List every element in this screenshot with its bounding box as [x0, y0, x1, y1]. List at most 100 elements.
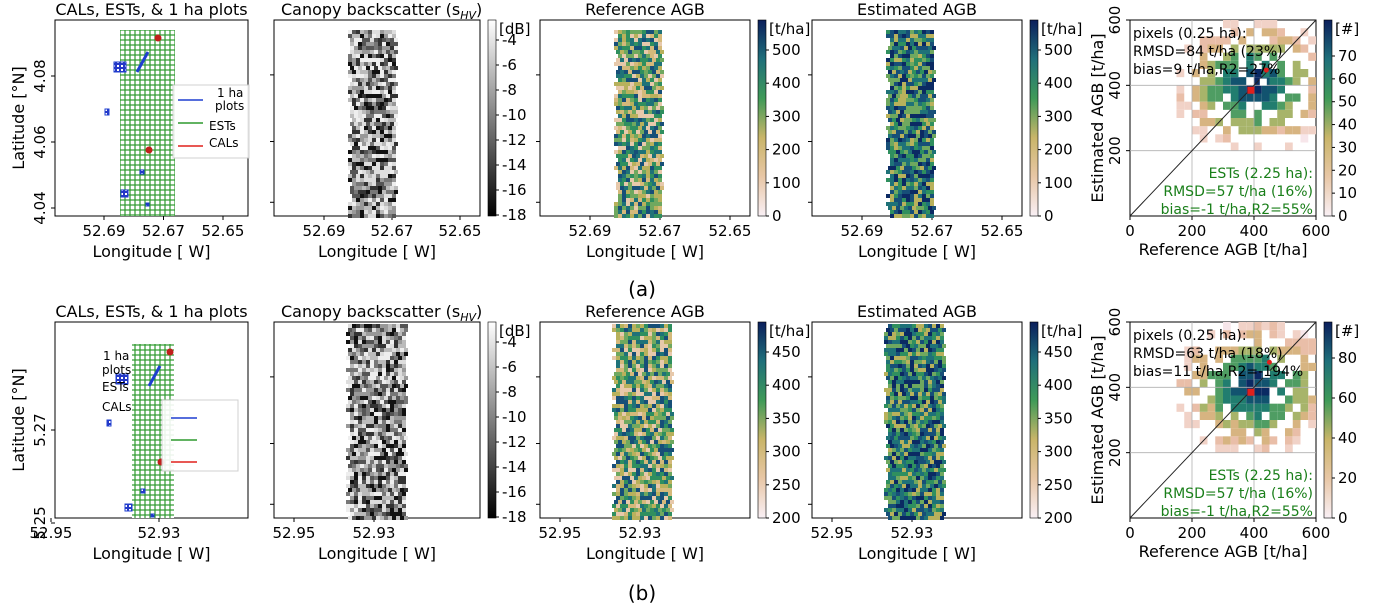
- pixel: [616, 186, 620, 190]
- pixel: [622, 146, 626, 150]
- pixel: [886, 356, 890, 360]
- pixel: [888, 94, 892, 98]
- pixel: [380, 86, 384, 90]
- pixel: [892, 448, 896, 452]
- pixel: [914, 468, 918, 472]
- pixel: [616, 364, 620, 368]
- pixel: [384, 464, 388, 468]
- pixel: [902, 50, 906, 54]
- pixel: [354, 190, 358, 194]
- pixel: [376, 384, 380, 388]
- pixel: [888, 324, 892, 328]
- pixel: [384, 166, 388, 170]
- pixel: [894, 480, 898, 484]
- pixel: [368, 202, 372, 206]
- pixel: [918, 50, 922, 54]
- pixel: [636, 110, 640, 114]
- pixel: [616, 436, 620, 440]
- pixel: [640, 352, 644, 356]
- pixel: [354, 372, 358, 376]
- pixel: [348, 400, 352, 404]
- pixel: [614, 42, 618, 46]
- pixel: [374, 472, 378, 476]
- pixel: [888, 348, 892, 352]
- pixel: [378, 408, 382, 412]
- hist-cell: [1292, 346, 1301, 355]
- pixel: [628, 420, 632, 424]
- pixel: [374, 42, 378, 46]
- pixel: [638, 66, 642, 70]
- hist-cell: [1254, 330, 1262, 339]
- pixel: [622, 134, 626, 138]
- hist-cell: [1254, 395, 1262, 404]
- pixel: [354, 114, 358, 118]
- pixel: [666, 440, 670, 444]
- pixel: [670, 428, 674, 432]
- pixel: [914, 142, 918, 146]
- pixel: [632, 400, 636, 404]
- pixel: [380, 194, 384, 198]
- pixel: [918, 74, 922, 78]
- pixel: [378, 190, 382, 194]
- pixel: [384, 400, 388, 404]
- pixel: [910, 86, 914, 90]
- pixel: [354, 332, 358, 336]
- pixel: [650, 178, 654, 182]
- pixel: [628, 392, 632, 396]
- pixel: [354, 340, 358, 344]
- hist-cell: [1308, 101, 1316, 110]
- pixel: [384, 376, 388, 380]
- pixel: [912, 134, 916, 138]
- pixel: [644, 50, 648, 54]
- pixel: [356, 182, 360, 186]
- pixel: [920, 452, 924, 456]
- colorbar-tick-label: -8: [502, 81, 517, 99]
- hist-cell: [1199, 109, 1208, 118]
- hist-cell: [1238, 428, 1247, 437]
- colorbar-tick-label: 40: [1338, 116, 1357, 134]
- pixel: [902, 86, 906, 90]
- pixel: [360, 90, 364, 94]
- pixel: [928, 384, 932, 388]
- pixel: [886, 400, 890, 404]
- hist-cell: [1223, 395, 1231, 404]
- pixel: [894, 328, 898, 332]
- pixel: [378, 142, 382, 146]
- pixel: [634, 66, 638, 70]
- pixel: [634, 118, 638, 122]
- hist-cell: [1254, 362, 1262, 371]
- pixel: [356, 202, 360, 206]
- pixel: [374, 360, 378, 364]
- pixel: [884, 496, 888, 500]
- pixel: [658, 416, 662, 420]
- pixel: [940, 432, 944, 436]
- pixel: [650, 38, 654, 42]
- pixel: [346, 404, 350, 408]
- pixel: [388, 70, 392, 74]
- pixel: [900, 70, 904, 74]
- pixel: [636, 444, 640, 448]
- pixel: [368, 54, 372, 58]
- pixel: [384, 90, 388, 94]
- pixel: [382, 110, 386, 114]
- pixel: [386, 496, 390, 500]
- pixel: [658, 372, 662, 376]
- pixel: [360, 210, 364, 214]
- pixel: [914, 162, 918, 166]
- pixel: [352, 202, 356, 206]
- pixel: [920, 206, 924, 210]
- pixel: [644, 436, 648, 440]
- one-ha-plot: [124, 503, 133, 512]
- hist-cell: [1199, 354, 1208, 363]
- pixel: [924, 488, 928, 492]
- pixel: [890, 154, 894, 158]
- pixel: [382, 424, 386, 428]
- pixel: [630, 78, 634, 82]
- hist-cell: [1308, 362, 1316, 371]
- pixel: [656, 392, 660, 396]
- pixel: [352, 198, 356, 202]
- pixel: [902, 102, 906, 106]
- pixel: [644, 472, 648, 476]
- hist-cell: [1254, 322, 1262, 331]
- pixel: [366, 492, 370, 496]
